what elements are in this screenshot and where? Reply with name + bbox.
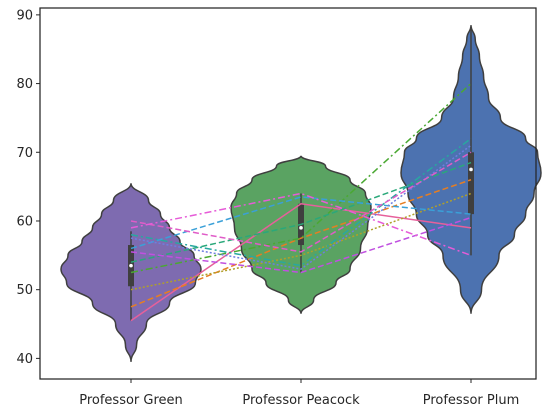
y-tick-label: 70 <box>16 146 33 161</box>
series-line-0 <box>130 203 472 322</box>
series-line-1 <box>130 179 472 308</box>
y-tick-label: 90 <box>16 8 33 23</box>
y-tick-label: 50 <box>16 283 33 298</box>
series-line-8 <box>130 216 472 274</box>
plot-area <box>60 24 542 362</box>
series-line-3 <box>130 83 472 274</box>
y-tick-label: 60 <box>16 214 33 229</box>
x-tick-label: Professor Peacock <box>242 393 360 408</box>
y-tick-label: 40 <box>16 352 33 367</box>
box-2 <box>468 152 474 215</box>
median-dot-0 <box>129 263 133 268</box>
series-line-9 <box>130 151 472 253</box>
x-tick-label: Professor Plum <box>423 393 520 408</box>
series-line-7 <box>130 144 472 270</box>
x-axis: Professor Green Professor Peacock Professo… <box>79 379 519 408</box>
plot-frame <box>39 7 537 380</box>
series-line-4 <box>130 161 472 263</box>
y-axis: 40 50 60 70 80 90 <box>16 8 40 367</box>
median-dot-1 <box>299 226 303 230</box>
median-dot-2 <box>469 167 473 172</box>
series-line-2 <box>130 192 472 291</box>
y-tick-label: 80 <box>16 77 33 92</box>
connecting-lines <box>130 83 472 322</box>
x-tick-label: Professor Green <box>79 393 183 408</box>
